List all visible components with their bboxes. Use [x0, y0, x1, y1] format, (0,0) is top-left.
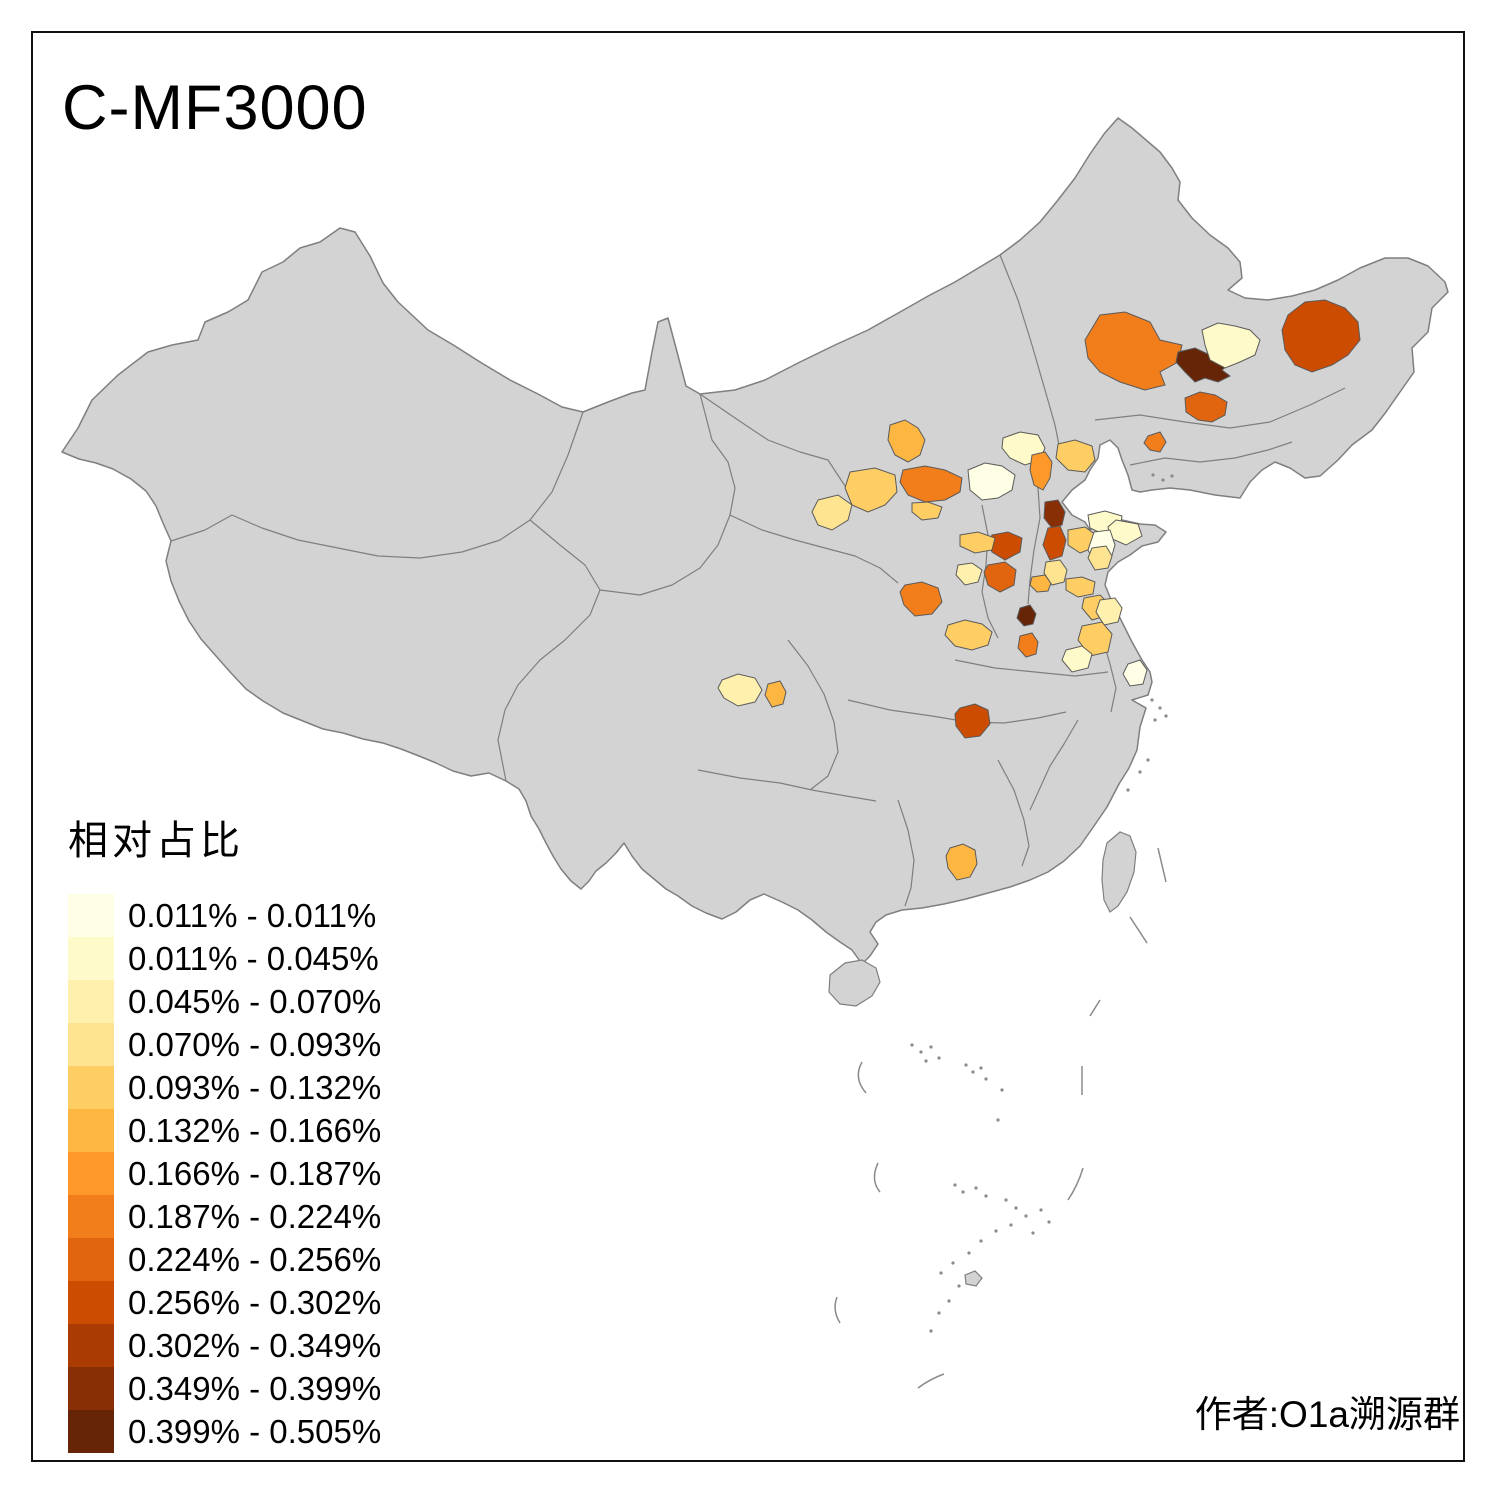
legend-row: 0.093% - 0.132% [68, 1066, 381, 1109]
region-25 [1017, 632, 1039, 658]
legend-label: 0.093% - 0.132% [128, 1068, 382, 1106]
sea-dash-lines [834, 847, 1167, 1389]
plot-frame [31, 31, 1465, 1462]
taiwan-island [1101, 831, 1137, 913]
legend-swatch [68, 1238, 114, 1281]
region-05 [1184, 391, 1228, 423]
islands [828, 831, 1137, 1287]
legend-row: 0.045% - 0.070% [68, 980, 381, 1023]
legend-row: 0.166% - 0.187% [68, 1152, 381, 1195]
region-37 [717, 673, 763, 707]
legend-label: 0.302% - 0.349% [128, 1326, 382, 1364]
legend-rows: 0.011% - 0.011% 0.011% - 0.045% 0.045% - 0… [68, 894, 381, 1453]
legend-label: 0.187% - 0.224% [128, 1197, 382, 1235]
legend-label: 0.349% - 0.399% [128, 1369, 382, 1407]
author-credit: 作者:O1a溯源群 [1194, 1394, 1460, 1435]
region-40 [945, 843, 978, 881]
region-22 [899, 581, 943, 617]
legend-row: 0.187% - 0.224% [68, 1195, 381, 1238]
region-08 [899, 465, 963, 503]
legend-row: 0.224% - 0.256% [68, 1238, 381, 1281]
legend-row: 0.349% - 0.399% [68, 1367, 381, 1410]
region-35 [1061, 645, 1093, 673]
region-38 [764, 680, 787, 708]
legend-row: 0.011% - 0.011% [68, 894, 381, 937]
region-20 [983, 561, 1017, 593]
legend-label: 0.011% - 0.011% [128, 896, 377, 934]
legend: 相对占比 0.011% - 0.011% 0.011% - 0.045% 0.045… [68, 808, 381, 1453]
legend-swatch [68, 894, 114, 937]
legend-label: 0.070% - 0.093% [128, 1025, 382, 1063]
legend-label: 0.224% - 0.256% [128, 1240, 382, 1278]
region-31 [1107, 519, 1143, 546]
region-15 [1055, 439, 1096, 473]
region-33 [1095, 597, 1123, 626]
region-10 [844, 467, 898, 513]
legend-swatch [68, 1066, 114, 1109]
legend-swatch [68, 1281, 114, 1324]
region-28 [1065, 576, 1096, 598]
legend-swatch [68, 1109, 114, 1152]
region-39 [954, 703, 991, 739]
region-03 [1201, 322, 1261, 369]
legend-label: 0.045% - 0.070% [128, 982, 382, 1020]
legend-row: 0.011% - 0.045% [68, 937, 381, 980]
legend-row: 0.132% - 0.166% [68, 1109, 381, 1152]
legend-swatch [68, 1324, 114, 1367]
region-36 [1122, 659, 1148, 687]
legend-row: 0.256% - 0.302% [68, 1281, 381, 1324]
legend-label: 0.399% - 0.505% [128, 1412, 382, 1450]
legend-swatch [68, 937, 114, 980]
region-34 [1077, 621, 1113, 657]
region-12 [967, 462, 1016, 501]
legend-label: 0.166% - 0.187% [128, 1154, 382, 1192]
region-04 [1281, 299, 1361, 373]
legend-swatch [68, 1152, 114, 1195]
region-21 [955, 562, 983, 586]
region-11 [811, 494, 853, 531]
legend-label: 0.011% - 0.045% [128, 939, 379, 977]
region-23 [944, 619, 993, 651]
region-01 [1084, 311, 1183, 391]
hainan-island [828, 959, 881, 1007]
region-42 [1087, 545, 1113, 571]
colored-regions [717, 299, 1361, 881]
figure-title: C-MF3000 [62, 73, 368, 143]
region-16 [1043, 499, 1066, 529]
legend-swatch [68, 980, 114, 1023]
sea-islet-specks [910, 473, 1174, 1333]
legend-title: 相对占比 [68, 819, 244, 863]
region-19 [959, 531, 996, 554]
legend-swatch [68, 1023, 114, 1066]
legend-swatch [68, 1367, 114, 1410]
legend-row: 0.399% - 0.505% [68, 1410, 381, 1453]
legend-label: 0.256% - 0.302% [128, 1283, 382, 1321]
south-sea-islet [964, 1270, 983, 1287]
region-14 [1029, 451, 1053, 491]
legend-swatch [68, 1195, 114, 1238]
legend-row: 0.302% - 0.349% [68, 1324, 381, 1367]
region-24 [1016, 604, 1037, 627]
region-27 [1043, 559, 1068, 586]
legend-label: 0.132% - 0.166% [128, 1111, 382, 1149]
region-07 [887, 419, 926, 463]
legend-swatch [68, 1410, 114, 1453]
region-17 [1042, 525, 1067, 561]
region-09 [911, 501, 943, 521]
legend-row: 0.070% - 0.093% [68, 1023, 381, 1066]
region-06 [1143, 431, 1167, 453]
